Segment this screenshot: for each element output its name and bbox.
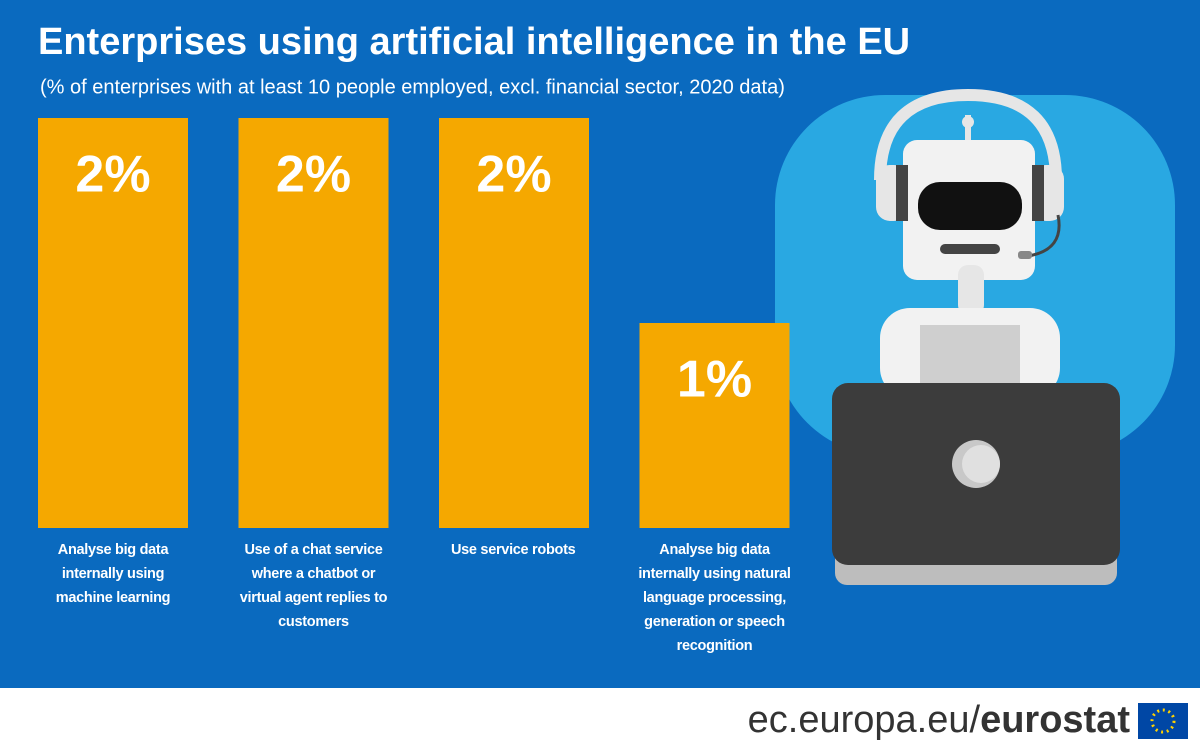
value-label: 2%: [75, 146, 150, 204]
bar: [238, 118, 389, 528]
chart-title: Enterprises using artificial intelligenc…: [38, 21, 910, 63]
bar: [639, 323, 790, 528]
value-label: 2%: [476, 146, 551, 204]
footer-url: ec.europa.eu/eurostat: [748, 699, 1131, 741]
bar: [38, 118, 188, 528]
value-label: 1%: [677, 351, 752, 409]
category-label: Use of a chat service where a chatbot or…: [239, 542, 388, 630]
eu-flag: [1138, 703, 1188, 739]
chart-subtitle: (% of enterprises with at least 10 peopl…: [40, 76, 785, 98]
footer-domain: ec.europa.eu/: [748, 699, 981, 741]
value-label: 2%: [276, 146, 351, 204]
robot-illustration: [775, 88, 1175, 585]
category-label: Analyse big data internally using natura…: [638, 542, 791, 654]
category-label: Analyse big data internally using machin…: [55, 542, 171, 606]
footer-brand: eurostat: [980, 699, 1130, 741]
category-label: Use service robots: [451, 542, 576, 558]
bar: [439, 118, 589, 528]
